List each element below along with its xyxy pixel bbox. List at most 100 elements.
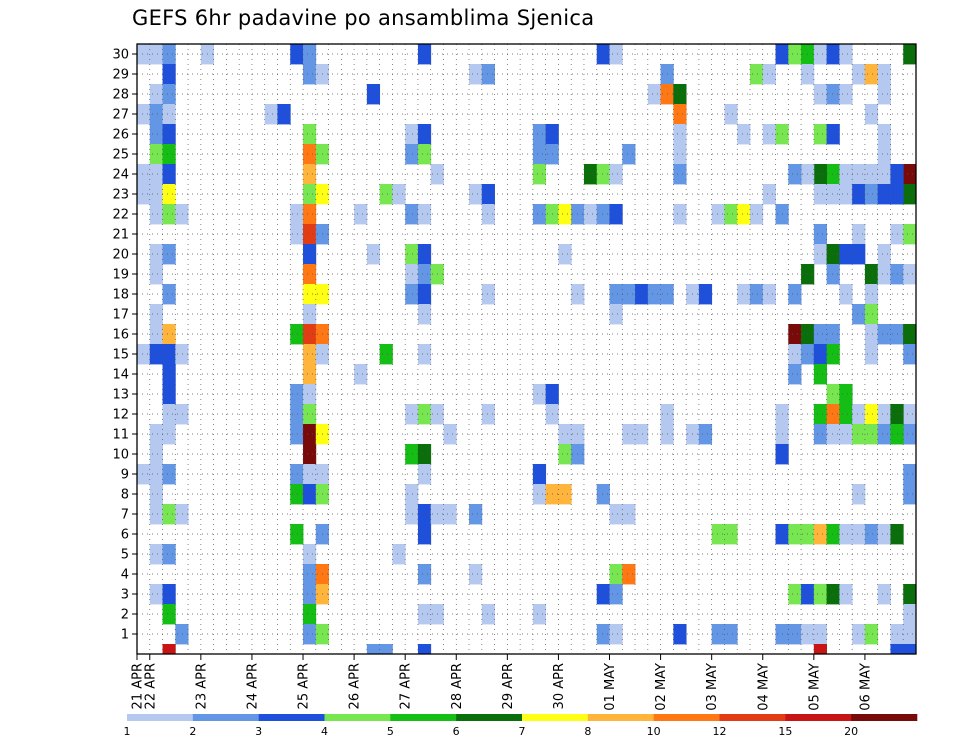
heatmap-cell bbox=[149, 344, 163, 365]
heatmap-cell bbox=[903, 584, 917, 605]
heatmap-cell bbox=[826, 524, 840, 545]
heatmap-cell bbox=[839, 164, 853, 185]
heatmap-cell bbox=[609, 44, 623, 65]
y-tick-label: 19 bbox=[112, 268, 129, 283]
heatmap-cell bbox=[162, 364, 176, 385]
heatmap-cell bbox=[877, 84, 891, 105]
colorbar-label: 20 bbox=[844, 725, 858, 738]
heatmap-cell bbox=[839, 84, 853, 105]
heatmap-cell bbox=[162, 44, 176, 65]
y-tick-label: 22 bbox=[112, 208, 129, 223]
heatmap-cell bbox=[813, 164, 828, 185]
heatmap-cell bbox=[852, 304, 866, 325]
heatmap-cell bbox=[622, 424, 636, 445]
heatmap-cell bbox=[532, 164, 547, 185]
heatmap-cell bbox=[417, 344, 432, 365]
y-tick-label: 20 bbox=[112, 248, 129, 263]
heatmap-cell bbox=[149, 84, 163, 105]
heatmap-cell bbox=[405, 244, 419, 265]
heatmap-cell bbox=[137, 44, 151, 65]
heatmap-cell bbox=[813, 84, 828, 105]
heatmap-cell bbox=[303, 584, 317, 605]
heatmap-cell bbox=[303, 224, 317, 245]
heatmap-cell bbox=[864, 284, 879, 305]
heatmap-cell bbox=[864, 164, 879, 185]
heatmap-cell bbox=[852, 244, 866, 265]
x-tick-label: 26 APR bbox=[348, 663, 363, 709]
heatmap-cell bbox=[788, 44, 802, 65]
heatmap-cell bbox=[303, 544, 317, 565]
heatmap-cell bbox=[877, 424, 891, 445]
heatmap-cell bbox=[558, 444, 572, 465]
heatmap-cell bbox=[673, 144, 687, 165]
heatmap-cell bbox=[839, 44, 853, 65]
heatmap-cell bbox=[864, 624, 879, 645]
heatmap-cell bbox=[290, 464, 304, 485]
heatmap-cell bbox=[303, 264, 317, 285]
colorbar-label: 12 bbox=[713, 725, 727, 738]
heatmap-cell bbox=[162, 124, 176, 145]
heatmap-cell bbox=[303, 164, 317, 185]
heatmap-cell bbox=[903, 344, 917, 365]
heatmap-cell bbox=[877, 64, 891, 85]
heatmap-cell bbox=[303, 424, 317, 445]
heatmap-cell bbox=[417, 304, 432, 325]
heatmap-cell bbox=[162, 544, 176, 565]
y-tick-label: 2 bbox=[121, 608, 129, 623]
x-tick-label: 22 APR bbox=[143, 663, 158, 709]
heatmap-cell bbox=[852, 524, 866, 545]
heatmap-cell bbox=[749, 64, 764, 85]
x-tick-label: 28 APR bbox=[450, 663, 465, 709]
heatmap-cell bbox=[405, 444, 419, 465]
y-tick-label: 3 bbox=[121, 588, 129, 603]
heatmap-cell bbox=[149, 424, 163, 445]
heatmap-cell bbox=[405, 144, 419, 165]
heatmap-cell bbox=[149, 184, 163, 205]
heatmap-cell bbox=[532, 124, 547, 145]
heatmap-cell bbox=[852, 64, 866, 85]
heatmap-cell bbox=[826, 584, 840, 605]
colorbar-segment bbox=[390, 714, 457, 721]
heatmap-cell bbox=[864, 524, 879, 545]
heatmap-cell bbox=[877, 124, 891, 145]
colorbar-segment bbox=[653, 714, 720, 721]
heatmap-cell bbox=[609, 584, 623, 605]
heatmap-cell bbox=[635, 284, 649, 305]
heatmap-cell bbox=[737, 204, 751, 225]
heatmap-cell bbox=[481, 404, 495, 425]
colorbar-segment bbox=[258, 714, 325, 721]
plot-frame bbox=[136, 43, 917, 655]
heatmap-cell bbox=[162, 144, 176, 165]
heatmap-cell bbox=[162, 504, 176, 525]
heatmap-cell bbox=[532, 144, 547, 165]
heatmap-cell bbox=[698, 424, 713, 445]
heatmap-cell bbox=[149, 264, 163, 285]
heatmap-cell bbox=[596, 484, 610, 505]
y-tick-label: 8 bbox=[121, 488, 129, 503]
y-axis: 1234567891011121314151617181920212223242… bbox=[112, 48, 137, 643]
heatmap-cell bbox=[852, 164, 866, 185]
heatmap-cell bbox=[877, 264, 891, 285]
heatmap-cell bbox=[303, 64, 317, 85]
heatmap-cell bbox=[532, 484, 547, 505]
heatmap-cell bbox=[762, 124, 776, 145]
heatmap-cell bbox=[609, 284, 623, 305]
y-tick-label: 18 bbox=[112, 288, 129, 303]
heatmap-cell bbox=[647, 84, 661, 105]
heatmap-cell bbox=[788, 364, 802, 385]
heatmap-cell bbox=[877, 404, 891, 425]
colorbar-label: 1 bbox=[124, 725, 131, 738]
colorbar-label: 5 bbox=[387, 725, 394, 738]
heatmap-cell bbox=[609, 504, 623, 525]
heatmap-cell bbox=[813, 244, 828, 265]
heatmap-cell bbox=[558, 204, 572, 225]
heatmap-cell bbox=[596, 624, 610, 645]
heatmap-cell bbox=[405, 264, 419, 285]
heatmap-cell bbox=[852, 224, 866, 245]
heatmap-cell bbox=[532, 464, 547, 485]
x-tick-label: 27 APR bbox=[399, 663, 414, 709]
x-tick-label: 23 APR bbox=[194, 663, 209, 709]
heatmap-cell bbox=[149, 464, 163, 485]
heatmap-cell bbox=[711, 524, 725, 545]
heatmap-cell bbox=[303, 404, 317, 425]
